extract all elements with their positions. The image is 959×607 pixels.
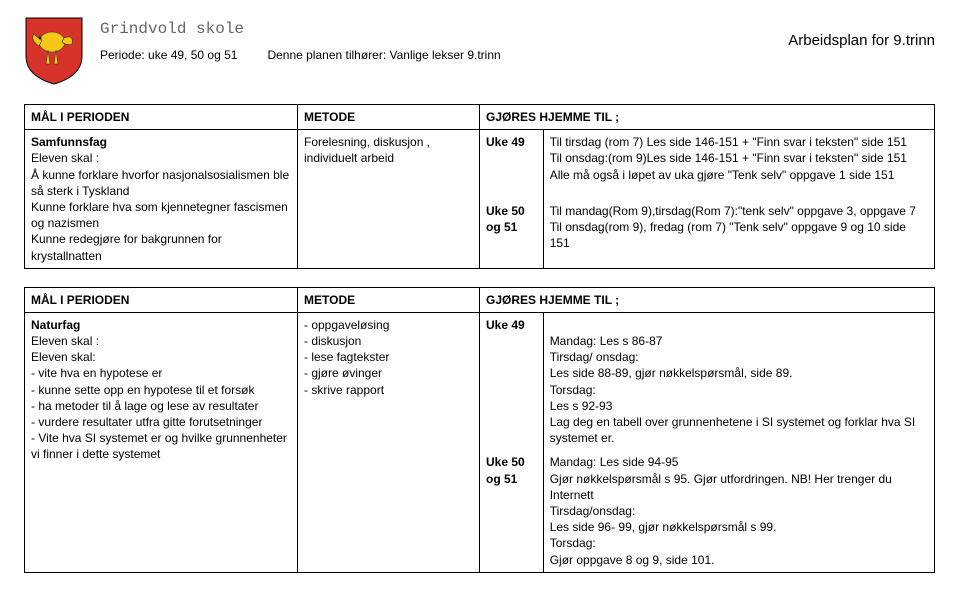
header-sub-row: Periode: uke 49, 50 og 51 Denne planen t…	[100, 48, 772, 62]
header-method: METODE	[298, 105, 480, 130]
week-5051-label: Uke 50 og 51	[480, 199, 544, 268]
header-goal: MÅL I PERIODEN	[25, 287, 298, 312]
home-5051-cell: Til mandag(Rom 9),tirsdag(Rom 7):"tenk s…	[543, 199, 934, 268]
week-5051-label: Uke 50 og 51	[480, 450, 544, 572]
goal-text: Eleven skal : Eleven skal: - vite hva en…	[31, 334, 287, 461]
home-49-cell: Mandag: Les s 86-87 Tirsdag/ onsdag: Les…	[543, 312, 934, 450]
page-header: Grindvold skole Periode: uke 49, 50 og 5…	[24, 16, 935, 86]
subject-name: Samfunnsfag	[31, 135, 107, 149]
header-text-block: Grindvold skole Periode: uke 49, 50 og 5…	[100, 16, 772, 62]
periode-label: Periode: uke 49, 50 og 51	[100, 48, 237, 62]
goal-text: Eleven skal : Å kunne forklare hvorfor n…	[31, 151, 289, 262]
header-method: METODE	[298, 287, 480, 312]
plan-table-samfunnsfag: MÅL I PERIODEN METODE GJØRES HJEMME TIL …	[24, 104, 935, 269]
week-49-label: Uke 49	[480, 130, 544, 199]
table-row: Samfunnsfag Eleven skal : Å kunne forkla…	[25, 130, 935, 199]
title-block: Arbeidsplan for 9.trinn	[788, 16, 935, 49]
main-title: Arbeidsplan for 9.trinn	[788, 32, 935, 49]
school-name: Grindvold skole	[100, 20, 772, 38]
header-home: GJØRES HJEMME TIL ;	[480, 105, 935, 130]
home-5051-cell: Mandag: Les side 94-95 Gjør nøkkelspørsm…	[543, 450, 934, 572]
goal-cell: Naturfag Eleven skal : Eleven skal: - vi…	[25, 312, 298, 572]
table-row: Naturfag Eleven skal : Eleven skal: - vi…	[25, 312, 935, 450]
header-home: GJØRES HJEMME TIL ;	[480, 287, 935, 312]
week-49-label: Uke 49	[480, 312, 544, 450]
method-cell: - oppgaveløsing - diskusjon - lese fagte…	[298, 312, 480, 572]
school-logo	[24, 16, 84, 86]
method-cell: Forelesning, diskusjon , individuelt arb…	[298, 130, 480, 269]
goal-cell: Samfunnsfag Eleven skal : Å kunne forkla…	[25, 130, 298, 269]
table-header-row: MÅL I PERIODEN METODE GJØRES HJEMME TIL …	[25, 287, 935, 312]
subject-name: Naturfag	[31, 318, 80, 332]
table-header-row: MÅL I PERIODEN METODE GJØRES HJEMME TIL …	[25, 105, 935, 130]
plan-table-naturfag: MÅL I PERIODEN METODE GJØRES HJEMME TIL …	[24, 287, 935, 573]
header-goal: MÅL I PERIODEN	[25, 105, 298, 130]
home-49-cell: Til tirsdag (rom 7) Les side 146-151 + "…	[543, 130, 934, 199]
plan-owner: Denne planen tilhører: Vanlige lekser 9.…	[267, 48, 500, 62]
